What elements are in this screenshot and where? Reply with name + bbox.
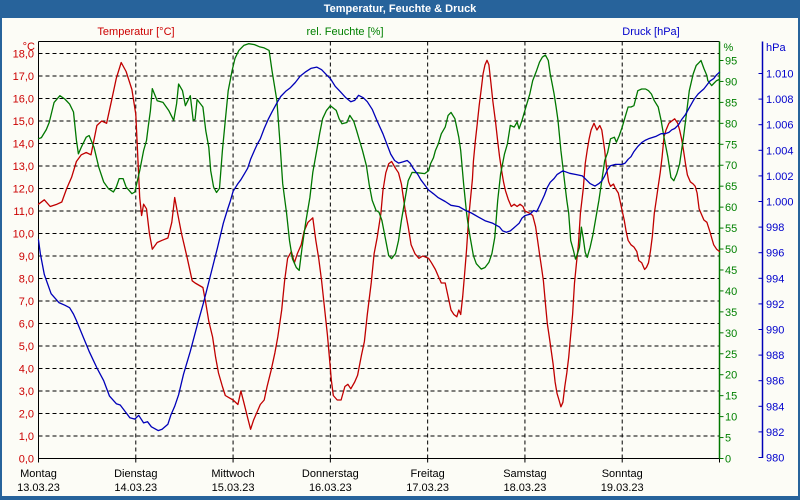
temp-tick-label: 12,0 xyxy=(13,184,34,196)
pressure-tick-label: 990 xyxy=(766,325,784,337)
day-date-label: 14.03.23 xyxy=(114,482,157,494)
pressure-tick-label: 980 xyxy=(766,453,784,465)
day-name-label: Mittwoch xyxy=(211,468,254,480)
window-title: Temperatur, Feuchte & Druck xyxy=(323,3,477,15)
pressure-tick-label: 1.008 xyxy=(766,94,794,106)
humidity-tick-label: 40 xyxy=(725,286,737,298)
temp-tick-label: 9,0 xyxy=(19,251,34,263)
temp-tick-label: 16,0 xyxy=(13,94,34,106)
humidity-tick-label: 10 xyxy=(725,412,737,424)
window-border-right xyxy=(798,0,800,500)
pressure-tick-label: 1.006 xyxy=(766,120,794,132)
humidity-tick-label: 65 xyxy=(725,181,737,193)
pressure-tick-label: 1.010 xyxy=(766,69,794,81)
pressure-tick-label: 1.002 xyxy=(766,171,794,183)
pressure-tick-label: 984 xyxy=(766,401,784,413)
temp-tick-label: 6,0 xyxy=(19,319,34,331)
axis-header-pressure: Druck [hPa] xyxy=(622,26,679,38)
window-titlebar: Temperatur, Feuchte & Druck xyxy=(0,0,800,18)
temp-tick-label: 11,0 xyxy=(13,206,34,218)
day-name-label: Freitag xyxy=(411,468,445,480)
day-name-label: Donnerstag xyxy=(302,468,359,480)
temp-tick-label: 17,0 xyxy=(13,71,34,83)
temp-tick-label: 5,0 xyxy=(19,341,34,353)
pressure-tick-label: 1.000 xyxy=(766,197,794,209)
axis-header-humidity: rel. Feuchte [%] xyxy=(306,26,383,38)
series-temperature-line xyxy=(37,59,721,430)
humidity-tick-label: 5 xyxy=(725,433,731,445)
day-name-label: Samstag xyxy=(503,468,546,480)
day-date-label: 17.03.23 xyxy=(406,482,449,494)
pressure-tick-label: 986 xyxy=(766,376,784,388)
humidity-tick-label: 15 xyxy=(725,391,737,403)
unit-label-celsius: °C xyxy=(23,41,35,53)
humidity-tick-label: 45 xyxy=(725,265,737,277)
humidity-tick-label: 0 xyxy=(725,454,731,466)
humidity-tick-label: 75 xyxy=(725,139,737,151)
day-name-label: Montag xyxy=(20,468,57,480)
day-date-label: 18.03.23 xyxy=(504,482,547,494)
temp-tick-label: 18,0 xyxy=(13,49,34,61)
temp-tick-label: 1,0 xyxy=(19,431,34,443)
humidity-tick-label: 25 xyxy=(725,349,737,361)
day-date-label: 16.03.23 xyxy=(309,482,352,494)
temp-tick-label: 2,0 xyxy=(19,409,34,421)
unit-label-hpa: hPa xyxy=(766,42,786,54)
pressure-tick-label: 998 xyxy=(766,222,784,234)
day-date-label: 19.03.23 xyxy=(601,482,644,494)
humidity-tick-label: 35 xyxy=(725,307,737,319)
pressure-tick-label: 992 xyxy=(766,299,784,311)
temp-tick-label: 0,0 xyxy=(19,454,34,466)
series-pressure-line xyxy=(37,66,721,432)
pressure-tick-label: 996 xyxy=(766,248,784,260)
window-border-bottom xyxy=(0,496,800,500)
humidity-tick-label: 85 xyxy=(725,97,737,109)
series-humidity-line xyxy=(37,43,721,272)
humidity-tick-label: 70 xyxy=(725,160,737,172)
humidity-tick-label: 55 xyxy=(725,223,737,235)
day-date-label: 13.03.23 xyxy=(17,482,60,494)
temp-tick-label: 15,0 xyxy=(13,116,34,128)
humidity-tick-label: 90 xyxy=(725,76,737,88)
day-name-label: Sonntag xyxy=(602,468,643,480)
pressure-tick-label: 982 xyxy=(766,427,784,439)
day-name-label: Dienstag xyxy=(114,468,157,480)
unit-label-percent: % xyxy=(724,42,734,54)
humidity-tick-label: 95 xyxy=(725,56,737,68)
humidity-tick-label: 80 xyxy=(725,118,737,130)
temp-tick-label: 7,0 xyxy=(19,296,34,308)
axis-header-temperature: Temperatur [°C] xyxy=(97,26,174,38)
temp-tick-label: 14,0 xyxy=(13,139,34,151)
temp-tick-label: 8,0 xyxy=(19,274,34,286)
humidity-tick-label: 60 xyxy=(725,202,737,214)
window-border-left xyxy=(0,0,2,500)
temp-tick-label: 13,0 xyxy=(13,161,34,173)
pressure-tick-label: 988 xyxy=(766,350,784,362)
day-date-label: 15.03.23 xyxy=(212,482,255,494)
pressure-tick-label: 994 xyxy=(766,273,784,285)
humidity-tick-label: 20 xyxy=(725,370,737,382)
pressure-tick-label: 1.004 xyxy=(766,145,794,157)
humidity-tick-label: 30 xyxy=(725,328,737,340)
temp-tick-label: 3,0 xyxy=(19,386,34,398)
temp-tick-label: 10,0 xyxy=(13,229,34,241)
humidity-tick-label: 50 xyxy=(725,244,737,256)
temp-tick-label: 4,0 xyxy=(19,364,34,376)
